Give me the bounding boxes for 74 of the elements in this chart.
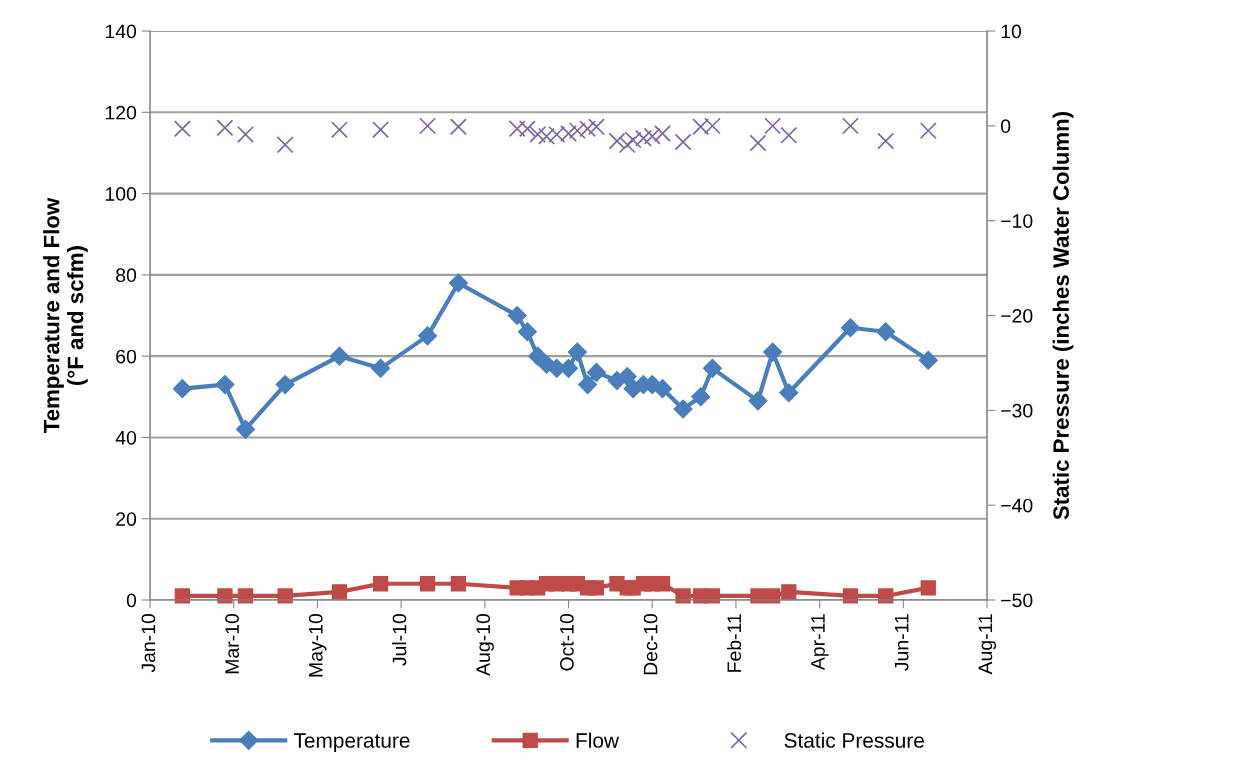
point <box>329 346 350 366</box>
x-tick-label: Aug-10 <box>476 613 494 676</box>
point <box>920 580 936 596</box>
point <box>237 588 254 604</box>
x-tick-label: Mar-10 <box>225 613 239 674</box>
legend-label: Flow <box>576 732 620 748</box>
point <box>750 588 766 604</box>
y-tick-label: 100 <box>105 187 137 201</box>
y2-tick-label: −50 <box>1001 593 1033 608</box>
point <box>172 379 192 399</box>
point <box>578 375 598 395</box>
point <box>781 584 797 600</box>
point <box>371 358 391 378</box>
point <box>235 419 256 439</box>
point <box>448 273 468 293</box>
point <box>275 375 295 395</box>
x-tick-label: Jan-10 <box>141 613 156 673</box>
point <box>878 588 894 604</box>
point <box>763 342 783 362</box>
x-tick-label: Aug-11 <box>978 614 997 675</box>
point <box>559 358 579 378</box>
x-tick-label: Feb-11 <box>726 614 742 672</box>
point <box>586 362 606 382</box>
point <box>217 588 233 604</box>
point <box>174 588 190 604</box>
point <box>652 379 673 399</box>
point <box>748 391 768 411</box>
point <box>450 576 467 592</box>
y2-tick-label: 10 <box>1001 24 1022 39</box>
x-tick-label: Oct-10 <box>559 613 574 671</box>
y2-axis-title: Static Pressure (inches Water Column) <box>1052 112 1074 520</box>
point <box>567 342 587 362</box>
point <box>675 588 691 604</box>
y2-tick-label: −30 <box>1001 403 1033 418</box>
point <box>691 387 711 407</box>
point <box>918 350 938 370</box>
y-axis-title: Temperature and Flow (°F and scfm) <box>43 197 88 433</box>
point <box>588 580 605 596</box>
y-tick-label: 120 <box>105 105 137 120</box>
y2-tick-label: −10 <box>1001 214 1033 228</box>
legend-label: Static Pressure <box>784 732 924 748</box>
point <box>277 588 293 604</box>
point <box>842 588 859 604</box>
point <box>654 576 671 592</box>
point <box>704 588 721 604</box>
y-tick-label: 80 <box>116 268 137 283</box>
y2-tick-label: −40 <box>1001 498 1033 513</box>
y2-tick-label: −20 <box>1001 308 1033 323</box>
y-tick-label: 60 <box>116 349 137 364</box>
point <box>876 322 896 342</box>
point <box>702 358 722 378</box>
point <box>779 383 799 403</box>
point <box>372 576 389 592</box>
point <box>517 322 537 342</box>
point <box>673 399 693 419</box>
point <box>418 326 438 346</box>
point <box>617 366 637 387</box>
point <box>764 588 781 604</box>
x-tick-label: May-10 <box>308 613 327 677</box>
point <box>331 584 348 600</box>
point <box>215 375 235 395</box>
x-tick-label: Jul-10 <box>392 613 407 666</box>
point <box>507 305 527 326</box>
y-tick-label: 20 <box>116 512 137 526</box>
x-tick-label: Jun-11 <box>894 614 909 671</box>
y2-tick-label: 0 <box>1000 119 1011 134</box>
y-tick-label: 140 <box>105 24 137 39</box>
x-tick-label: Dec-10 <box>643 613 658 675</box>
x-tick-label: Apr-11 <box>811 614 829 671</box>
y-tick-label: 0 <box>126 593 137 608</box>
y-tick-label: 40 <box>115 430 137 445</box>
point <box>840 318 860 338</box>
legend-label: Temperature <box>293 733 410 752</box>
point <box>419 576 436 592</box>
